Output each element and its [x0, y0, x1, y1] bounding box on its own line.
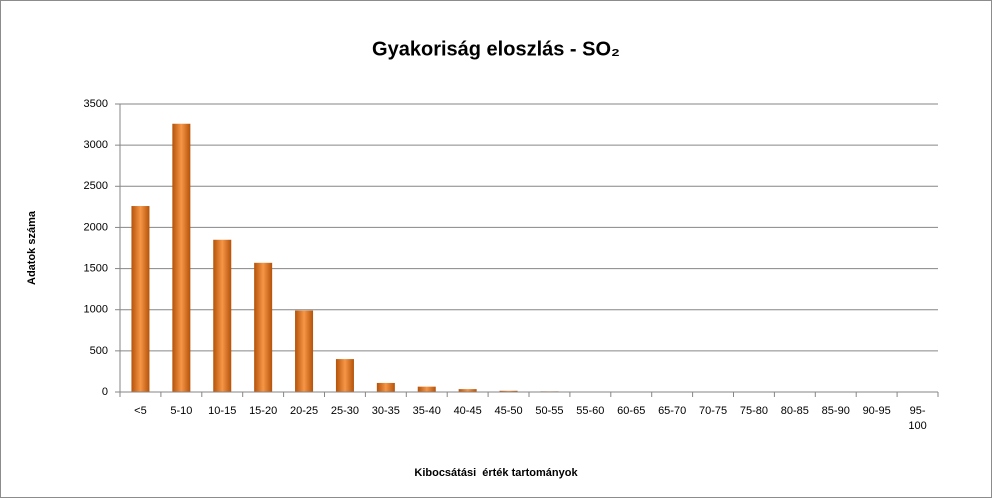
x-axis-label: Kibocsátási érték tartományok [414, 467, 578, 479]
chart-title: Gyakoriság eloszlás - SO₂ [372, 38, 620, 60]
bar [417, 386, 436, 392]
y-tick-label: 1000 [84, 304, 108, 316]
y-tick-label: 2000 [84, 221, 108, 233]
bar [376, 382, 395, 392]
bar [458, 389, 477, 392]
x-tick-label: 10-15 [208, 405, 237, 417]
x-tick-label: 25-30 [330, 405, 359, 417]
y-tick-label: 1500 [84, 262, 108, 274]
x-tick-label: 70-75 [698, 405, 728, 417]
y-tick-label: 0 [102, 386, 108, 398]
x-tick-label: 20-25 [289, 405, 319, 417]
x-tick-label: 80-85 [780, 405, 809, 417]
y-axis-label: Adatok száma [26, 210, 38, 285]
y-tick-label: 3000 [84, 139, 108, 151]
y-tick-label: 2500 [84, 180, 108, 192]
bar [335, 359, 354, 392]
x-tick-label: 40-45 [453, 405, 482, 417]
bar [172, 123, 191, 393]
bar [131, 206, 150, 392]
bar [295, 310, 314, 392]
y-tick-label: 500 [90, 345, 108, 357]
x-tick-label: <5 [134, 405, 147, 417]
x-tick-label: 35-40 [412, 405, 441, 417]
x-tick-label: 55-60 [576, 405, 605, 417]
bar [213, 239, 232, 392]
bar [254, 262, 273, 392]
y-tick-label: 3500 [84, 98, 108, 110]
x-tick-label: 75-80 [739, 405, 768, 417]
x-tick-label: 90-95 [862, 405, 891, 417]
x-tick-label: 30-35 [371, 405, 400, 417]
x-tick-label: 5-10 [170, 405, 193, 417]
x-tick-label: 15-20 [249, 405, 278, 417]
x-tick-label: 60-65 [617, 405, 646, 417]
x-tick-label: 95-100 [908, 405, 927, 432]
x-tick-label: 50-55 [535, 405, 564, 417]
x-tick-label: 45-50 [494, 405, 523, 417]
bar [499, 390, 518, 392]
x-tick-label: 65-70 [658, 405, 687, 417]
x-tick-label: 85-90 [821, 405, 850, 417]
